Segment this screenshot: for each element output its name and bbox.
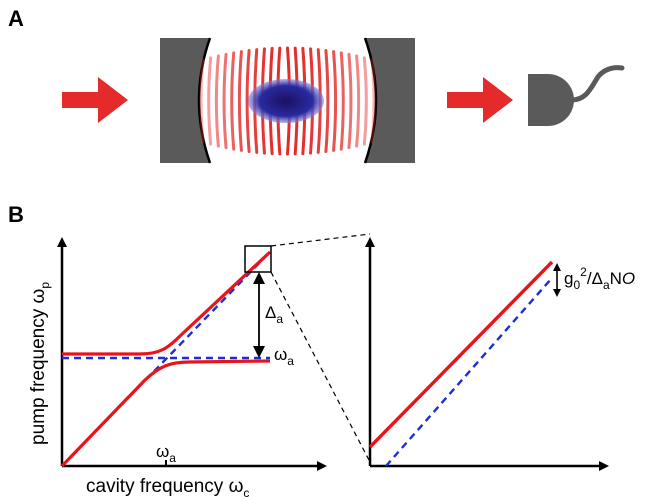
output-arrow-icon: [447, 77, 513, 123]
wave-fringe: [245, 48, 251, 154]
left-mirror: [160, 38, 210, 163]
x-tick-label: ωa: [156, 442, 176, 465]
x-axis-label: cavity frequency ωc: [86, 476, 249, 497]
wave-fringe: [230, 51, 236, 151]
wave-fringe: [207, 56, 213, 146]
panel-b-label: B: [8, 202, 24, 227]
upper-polariton-curve: [62, 250, 272, 356]
delta-label: Δa: [265, 303, 283, 326]
atom-cloud: [248, 79, 324, 123]
left-plot: [57, 237, 327, 471]
wave-fringe: [237, 50, 243, 152]
wave-fringe: [362, 56, 368, 146]
y-axis-label: pump frequency ωp: [28, 282, 52, 445]
wave-fringe: [347, 52, 353, 150]
wave-fringe: [332, 50, 338, 152]
wave-fringe: [339, 51, 345, 151]
wave-fringe: [370, 58, 376, 144]
zoom-connector-bottom: [270, 271, 371, 463]
omega-a-label: ωa: [274, 345, 294, 368]
wave-fringe: [214, 54, 220, 148]
wave-fringe: [222, 52, 228, 150]
zoom-bare-cavity-line: [385, 277, 553, 467]
lower-polariton-curve: [60, 359, 271, 468]
photodetector-icon: [528, 65, 625, 126]
right-mirror: [365, 38, 415, 163]
wave-fringe: [199, 58, 205, 144]
zoom-connector-top: [270, 233, 371, 247]
input-arrow-icon: [62, 77, 128, 123]
wave-fringe: [355, 54, 361, 148]
panel-a-label: A: [8, 6, 24, 31]
wave-fringe: [324, 48, 330, 154]
zoom-shifted-line: [368, 260, 554, 449]
zoom-box: [244, 245, 272, 273]
shift-label: g02/ΔaNO: [564, 265, 635, 292]
right-plot: [365, 237, 609, 471]
